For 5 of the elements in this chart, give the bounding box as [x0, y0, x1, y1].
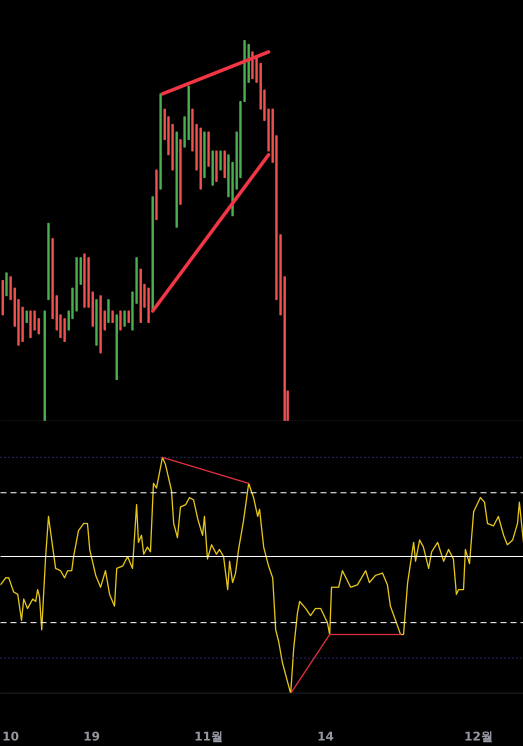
x-tick-label: 12월 — [464, 730, 493, 744]
x-tick-label: 10 — [2, 730, 19, 744]
x-tick-label: 14 — [317, 730, 334, 744]
x-tick-label: 19 — [83, 730, 100, 744]
x-tick-label: 11월 — [194, 730, 223, 744]
